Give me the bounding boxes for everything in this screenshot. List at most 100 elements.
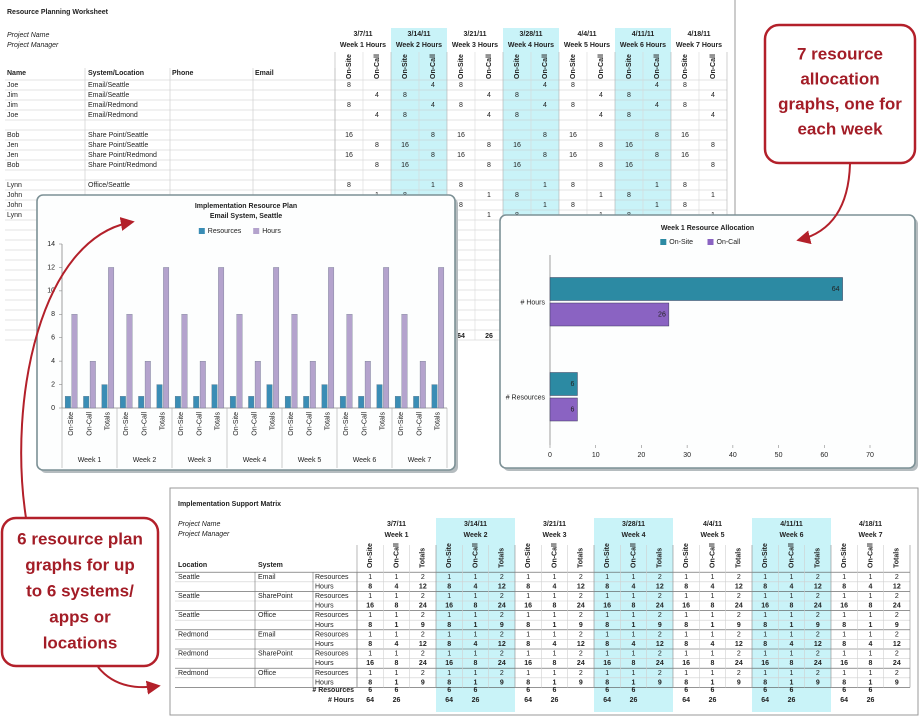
matrix-cell: 1 [447, 651, 451, 658]
bar [291, 314, 298, 409]
x-tick-label: 10 [592, 452, 600, 459]
matrix-cell: 1 [553, 593, 557, 600]
matrix-cell: 2 [816, 612, 820, 619]
matrix-cell: 4 [869, 641, 873, 648]
hours-cell: 8 [375, 142, 379, 149]
bar [156, 384, 163, 409]
subcolumn-label: On-Call [867, 543, 874, 568]
bar [108, 267, 115, 409]
matrix-cell: 1 [605, 670, 609, 677]
hours-cell: 4 [543, 82, 547, 89]
x-tick-label: On-Call [196, 412, 203, 436]
system-cell: Email [258, 631, 276, 638]
matrix-cell: 1 [474, 631, 478, 638]
hours-cell: 8 [459, 102, 463, 109]
measure-label: Resources [315, 631, 349, 638]
matrix-cell: 2 [421, 631, 425, 638]
x-tick-label: Totals [105, 412, 112, 431]
matrix-cell: 12 [419, 583, 427, 590]
legend-swatch [660, 239, 667, 245]
subcolumn-label: On-Site [570, 54, 577, 79]
hours-cell: 16 [569, 132, 577, 139]
bar [236, 314, 243, 409]
week-date: 3/14/11 [408, 31, 431, 38]
matrix-cell: 1 [553, 612, 557, 619]
location-cell: Seattle [178, 612, 200, 619]
matrix-cell: 9 [421, 679, 425, 686]
hours-cell: 16 [457, 132, 465, 139]
name-cell: John [7, 192, 22, 199]
x-tick-label: On-Site [398, 412, 405, 436]
matrix-cell: 1 [790, 612, 794, 619]
legend-swatch [198, 228, 205, 234]
matrix-cell: 8 [842, 583, 846, 590]
x-tick-label: Totals [435, 412, 442, 431]
matrix-cell: 1 [395, 631, 399, 638]
matrix-cell: 1 [395, 679, 399, 686]
matrix-cell: 24 [893, 660, 901, 667]
matrix-cell: 24 [735, 603, 743, 610]
matrix-cell: 8 [368, 679, 372, 686]
bar [303, 396, 310, 409]
matrix-cell: 16 [682, 660, 690, 667]
matrix-cell: 4 [395, 641, 399, 648]
week-label: Week 4 Hours [508, 42, 554, 49]
matrix-cell: 1 [368, 651, 372, 658]
subcolumn-label: On-Site [525, 543, 532, 568]
matrix-cell: 8 [684, 641, 688, 648]
subcolumn-label: Totals [578, 548, 585, 568]
subcolumn-label: On-Site [346, 54, 353, 79]
hours-cell: 8 [571, 182, 575, 189]
matrix-cell: 1 [553, 631, 557, 638]
footer-cell: 6 [395, 687, 399, 694]
matrix-cell: 4 [790, 583, 794, 590]
matrix-cell: 1 [763, 670, 767, 677]
callouts: 7 resource allocation graphs, one for ea… [0, 23, 917, 695]
column-header: Name [7, 70, 26, 77]
matrix-cell: 24 [498, 660, 506, 667]
matrix-cell: 1 [632, 631, 636, 638]
footer-cell: 6 [368, 687, 372, 694]
bar [101, 384, 108, 409]
system-cell: SharePoint [258, 651, 293, 658]
matrix-cell: 1 [605, 631, 609, 638]
matrix-cell: 1 [763, 631, 767, 638]
matrix-cell: 16 [524, 603, 532, 610]
hours-cell: 1 [655, 202, 659, 209]
matrix-cell: 2 [658, 651, 662, 658]
matrix-cell: 2 [421, 612, 425, 619]
matrix-cell: 16 [840, 660, 848, 667]
column-header: System [258, 562, 283, 569]
hours-cell: 8 [347, 182, 351, 189]
x-tick-label: 0 [548, 452, 552, 459]
week-date: 3/21/11 [464, 31, 487, 38]
matrix-cell: 4 [474, 641, 478, 648]
bar [328, 267, 335, 409]
hours-cell: 4 [543, 102, 547, 109]
matrix-cell: 8 [447, 583, 451, 590]
group-label: Week 2 [133, 457, 157, 464]
matrix-cell: 16 [445, 603, 453, 610]
matrix-cell: 8 [368, 583, 372, 590]
matrix-cell: 1 [447, 670, 451, 677]
field-label: Project Manager [178, 531, 230, 538]
bar [549, 277, 843, 301]
hours-cell: 8 [683, 202, 687, 209]
column-header: Email [255, 70, 274, 77]
matrix-cell: 1 [711, 679, 715, 686]
callout-arrow [796, 163, 851, 245]
hours-cell: 1 [543, 202, 547, 209]
week-date: 3/7/11 [387, 521, 406, 528]
subcolumn-label: On-Call [542, 54, 549, 79]
x-tick-label: 30 [683, 452, 691, 459]
matrix-cell: 4 [474, 583, 478, 590]
week-date: 3/28/11 [622, 521, 645, 528]
week-label: Week 1 Hours [340, 42, 386, 49]
y-tick-label: 10 [47, 288, 55, 295]
chart-subtitle: Email System, Seattle [210, 213, 282, 220]
column-header: Phone [172, 70, 193, 77]
x-tick-label: On-Call [141, 412, 148, 436]
matrix-cell: 1 [474, 593, 478, 600]
location-cell: Redmond [178, 670, 208, 677]
